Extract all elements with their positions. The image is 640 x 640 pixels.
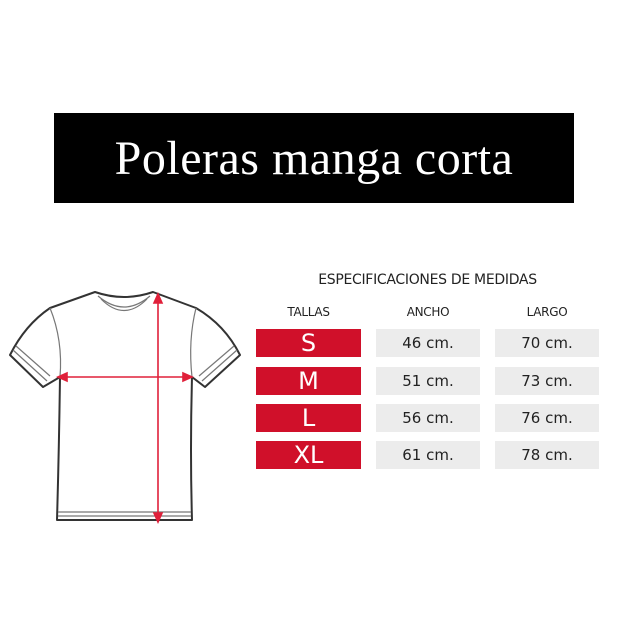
size-cell: M bbox=[256, 367, 361, 395]
measure-arrows bbox=[56, 292, 194, 524]
ancho-cell: 61 cm. bbox=[376, 441, 480, 469]
header-ancho: ANCHO bbox=[406, 305, 450, 319]
page-title: Poleras manga corta bbox=[114, 131, 514, 185]
size-cell: L bbox=[256, 404, 361, 432]
header-largo: LARGO bbox=[526, 305, 568, 319]
largo-cell: 73 cm. bbox=[495, 367, 599, 395]
largo-cell: 78 cm. bbox=[495, 441, 599, 469]
table-title: ESPECIFICACIONES DE MEDIDAS bbox=[318, 272, 537, 288]
largo-cell: 76 cm. bbox=[495, 404, 599, 432]
tshirt-diagram bbox=[9, 291, 241, 524]
ancho-cell: 46 cm. bbox=[376, 329, 480, 357]
tshirt-outline bbox=[9, 291, 241, 521]
title-banner: Poleras manga corta bbox=[54, 113, 574, 203]
ancho-cell: 56 cm. bbox=[376, 404, 480, 432]
largo-cell: 70 cm. bbox=[495, 329, 599, 357]
size-cell: XL bbox=[256, 441, 361, 469]
ancho-cell: 51 cm. bbox=[376, 367, 480, 395]
header-tallas: TALLAS bbox=[287, 305, 330, 319]
size-cell: S bbox=[256, 329, 361, 357]
